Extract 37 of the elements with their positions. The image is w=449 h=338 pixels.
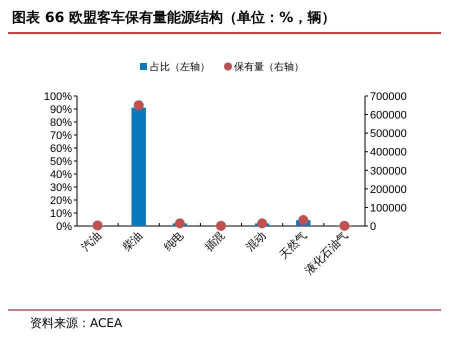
point xyxy=(339,220,350,231)
point xyxy=(134,100,144,110)
x-tick-label: 天然气 xyxy=(276,228,310,262)
y2-tick-label: 700000 xyxy=(370,91,407,103)
y2-tick-label: 300000 xyxy=(370,165,407,178)
y-tick-label: 30% xyxy=(50,182,72,194)
y-tick-label: 60% xyxy=(50,143,72,155)
y2-tick-label: 500000 xyxy=(370,128,407,140)
point xyxy=(257,218,268,228)
legend-label: 占比（左轴） xyxy=(150,61,210,73)
legend-label: 保有量（右轴） xyxy=(234,61,304,73)
y-tick-label: 80% xyxy=(50,117,72,129)
x-tick-label: 汽油 xyxy=(78,228,104,254)
y-tick-label: 10% xyxy=(50,208,72,220)
point xyxy=(92,220,103,230)
x-tick-label: 柴油 xyxy=(120,228,145,254)
y-tick-label: 0% xyxy=(56,221,72,233)
x-tick-label: 纯电 xyxy=(161,228,186,254)
point xyxy=(298,215,308,226)
point xyxy=(216,220,226,231)
y-tick-label: 40% xyxy=(50,169,72,181)
point xyxy=(174,218,185,228)
y-tick-label: 50% xyxy=(50,156,72,168)
y2-tick-label: 400000 xyxy=(370,146,407,159)
y-tick-label: 90% xyxy=(50,104,72,116)
x-tick-label: 插混 xyxy=(202,228,228,254)
y2-tick-label: 600000 xyxy=(370,110,407,122)
y-tick-label: 70% xyxy=(50,130,72,142)
chart-title: 图表 66 欧盟客车保有量能源结构（单位：%，辆） xyxy=(12,9,336,26)
x-tick-label: 混动 xyxy=(244,228,268,254)
y2-tick-label: 100000 xyxy=(370,202,407,214)
y2-tick-label: 200000 xyxy=(370,184,407,196)
y2-tick-label: 0 xyxy=(370,221,376,233)
y-tick-label: 100% xyxy=(44,91,72,103)
bar xyxy=(132,108,146,226)
text: 资料来源：ACEA xyxy=(30,316,123,330)
y-tick-label: 20% xyxy=(50,195,72,207)
